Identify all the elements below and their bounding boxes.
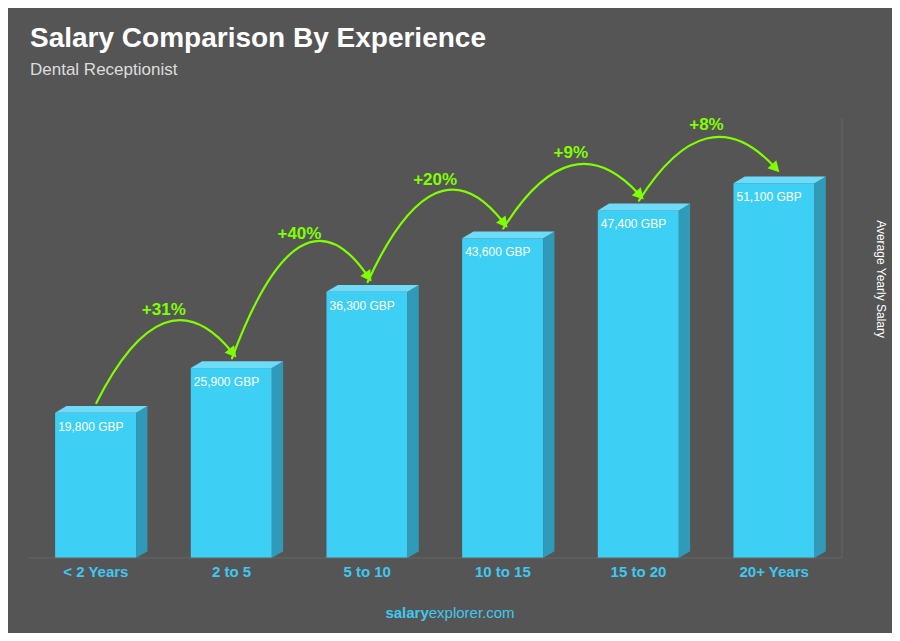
svg-text:19,800 GBP: 19,800 GBP: [58, 420, 123, 434]
svg-text:+9%: +9%: [554, 143, 589, 162]
svg-text:20+ Years: 20+ Years: [739, 563, 808, 580]
svg-text:+20%: +20%: [413, 170, 457, 189]
svg-text:47,400 GBP: 47,400 GBP: [601, 217, 666, 231]
svg-text:+40%: +40%: [277, 224, 321, 243]
html-text:Salary Comparison By Experienc: Salary Comparison By Experience: [30, 22, 486, 53]
svg-text:10 to 15: 10 to 15: [475, 563, 531, 580]
svg-text:36,300 GBP: 36,300 GBP: [329, 299, 394, 313]
svg-text:15 to 20: 15 to 20: [611, 563, 667, 580]
svg-text:25,900 GBP: 25,900 GBP: [194, 375, 259, 389]
svg-text:< 2 Years: < 2 Years: [63, 563, 128, 580]
html-text:salary explorer.com: salary explorer.com: [385, 604, 515, 621]
html-text:Dental Receptionist: Dental Receptionist: [30, 60, 178, 79]
svg-text:5 to 10: 5 to 10: [343, 563, 391, 580]
svg-text:Average Yearly Salary: Average Yearly Salary: [874, 220, 888, 338]
svg-text:51,100 GBP: 51,100 GBP: [736, 190, 801, 204]
svg-text:43,600 GBP: 43,600 GBP: [465, 245, 530, 259]
svg-text:+31%: +31%: [142, 300, 186, 319]
svg-text:2 to 5: 2 to 5: [212, 563, 251, 580]
svg-text:+8%: +8%: [689, 118, 724, 134]
